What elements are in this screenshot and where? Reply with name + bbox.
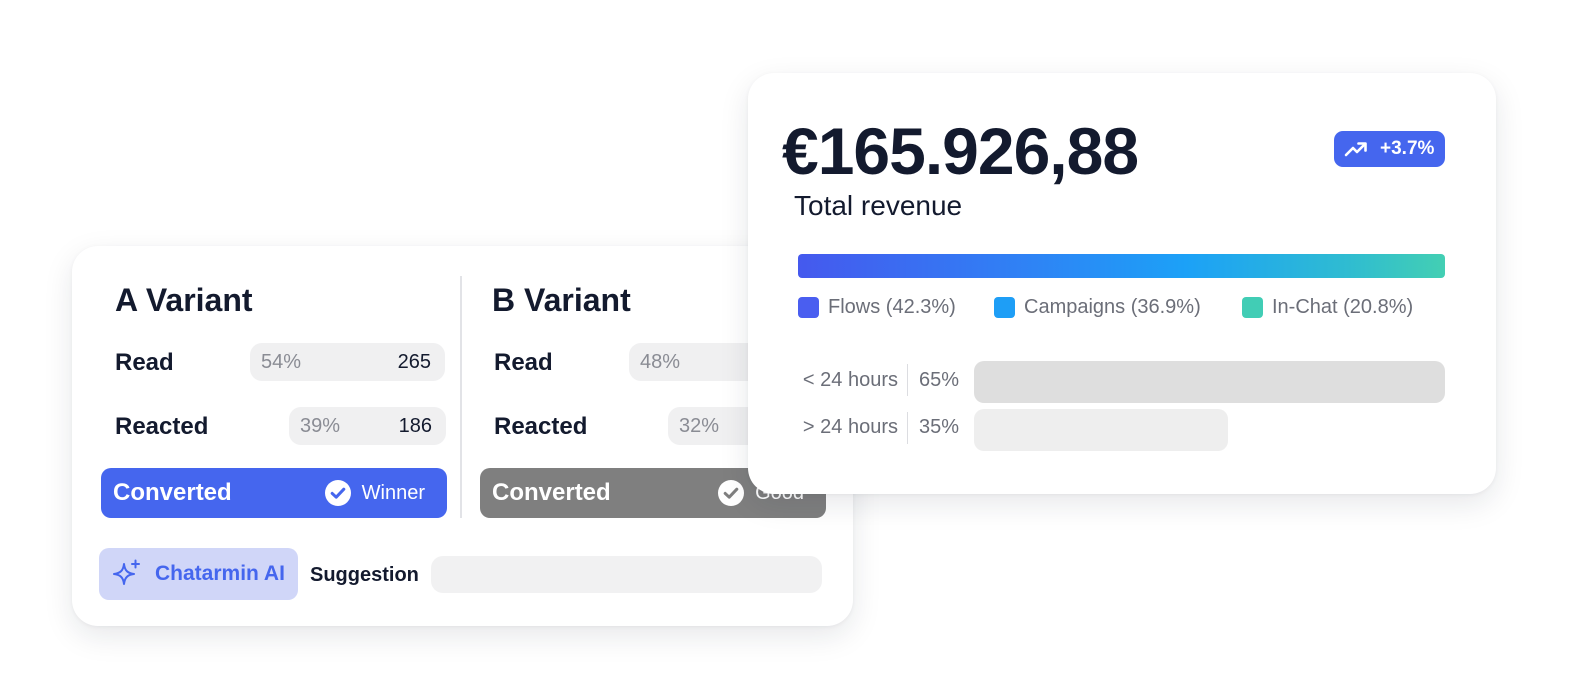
share-separator xyxy=(907,364,908,396)
variant-a-verdict: Winner xyxy=(324,480,425,506)
share-bar-over-24h xyxy=(974,409,1228,451)
variant-a-read-metric: 54% 265 xyxy=(250,343,445,381)
variant-a-verdict-label: Winner xyxy=(361,481,425,504)
variant-a-title: A Variant xyxy=(115,282,253,318)
variant-a-reacted-metric: 39% 186 xyxy=(289,407,446,445)
share-percent-under-24h: 65% xyxy=(919,369,960,391)
legend-label-flows: Flows (42.3%) xyxy=(828,296,956,318)
variant-a-reacted-label: Reacted xyxy=(115,413,209,440)
revenue-split-bar xyxy=(798,254,1445,278)
sparkle-icon xyxy=(113,559,140,585)
legend-label-campaigns: Campaigns (36.9%) xyxy=(1024,296,1201,318)
total-revenue-amount: €165.926,88 xyxy=(782,114,1139,188)
variant-a-converted-label: Converted xyxy=(113,479,232,506)
variant-b-converted-label: Converted xyxy=(492,479,611,506)
variant-a-read-label: Read xyxy=(115,349,174,376)
ab-test-card: A Variant B Variant Read 54% 265 Reacted… xyxy=(72,246,853,626)
variant-b-read-percent: 48% xyxy=(640,350,681,373)
check-circle-icon xyxy=(324,480,351,506)
legend-item-campaigns: Campaigns (36.9%) xyxy=(994,296,1201,319)
share-bar-under-24h xyxy=(974,361,1445,403)
legend-swatch-flows xyxy=(798,297,819,318)
legend-swatch-campaigns xyxy=(994,297,1015,318)
share-label-over-24h: > 24 hours xyxy=(802,416,898,438)
suggestion-field[interactable] xyxy=(431,556,822,593)
suggestion-label: Suggestion xyxy=(310,564,419,586)
legend-item-in-chat: In-Chat (20.8%) xyxy=(1242,296,1413,319)
variant-divider xyxy=(460,276,462,518)
legend-item-flows: Flows (42.3%) xyxy=(798,296,956,319)
chatarmin-ai-label: Chatarmin AI xyxy=(155,562,285,585)
legend-swatch-in-chat xyxy=(1242,297,1263,318)
share-label-under-24h: < 24 hours xyxy=(802,369,898,391)
variant-b-read-label: Read xyxy=(494,349,553,376)
chatarmin-ai-button[interactable]: Chatarmin AI xyxy=(99,548,298,600)
variant-a-read-percent: 54% xyxy=(261,350,302,373)
trend-badge: +3.7% xyxy=(1334,131,1445,167)
share-separator xyxy=(907,412,908,444)
legend-label-in-chat: In-Chat (20.8%) xyxy=(1272,296,1414,318)
share-percent-over-24h: 35% xyxy=(919,416,960,438)
variant-a-reacted-count: 186 xyxy=(398,414,432,437)
total-revenue-label: Total revenue xyxy=(794,190,963,221)
variant-a-converted-bar: Converted Winner xyxy=(101,468,447,518)
variant-b-reacted-percent: 32% xyxy=(679,414,720,437)
revenue-card: €165.926,88 Total revenue +3.7% Flows (4… xyxy=(748,73,1496,494)
trend-up-icon xyxy=(1344,142,1367,157)
trend-value: +3.7% xyxy=(1380,138,1435,159)
variant-a-reacted-percent: 39% xyxy=(300,414,341,437)
variant-b-reacted-label: Reacted xyxy=(494,413,588,440)
check-circle-icon xyxy=(718,480,745,506)
variant-a-read-count: 265 xyxy=(397,350,431,373)
variant-b-title: B Variant xyxy=(492,282,631,318)
